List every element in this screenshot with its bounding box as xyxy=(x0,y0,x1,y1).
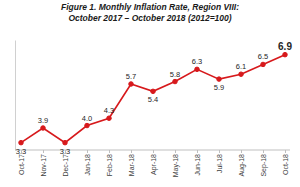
marker xyxy=(283,52,288,57)
x-tick: Oct-18 xyxy=(282,150,289,175)
data-labels: 3.3 3.9 3.3 4.0 4.3 5.7 5.4 5.8 6.3 5.9 6.1 6.5 6.9 xyxy=(16,41,293,156)
x-axis-line xyxy=(15,150,290,151)
x-tick: Nov-17 xyxy=(40,150,47,177)
x-tick-label: Jun-18 xyxy=(194,154,201,176)
x-tick-label: Apr-18 xyxy=(150,154,158,175)
x-tick: Jul-18 xyxy=(216,150,223,173)
x-tick: Feb-18 xyxy=(106,150,113,176)
background xyxy=(0,0,300,187)
x-tick-label: May-18 xyxy=(172,154,180,177)
marker xyxy=(151,89,156,94)
x-tick-label: Nov-17 xyxy=(40,154,47,177)
x-tick-mark xyxy=(197,150,198,153)
x-tick-mark xyxy=(219,150,220,153)
marker xyxy=(217,77,222,82)
x-tick-mark xyxy=(285,150,286,153)
plot-area xyxy=(19,52,288,145)
data-label: 6.1 xyxy=(236,62,246,71)
x-tick: Mar-18 xyxy=(128,150,135,176)
x-tick: Sep-18 xyxy=(260,150,268,177)
x-tick: Jun-18 xyxy=(194,150,201,175)
x-tick: Apr-18 xyxy=(150,150,158,175)
x-tick-label: Mar-18 xyxy=(128,154,135,176)
x-tick: May-18 xyxy=(172,150,180,177)
marker xyxy=(173,79,178,84)
x-tick-label: Sep-18 xyxy=(260,154,268,177)
x-tick-mark xyxy=(175,150,176,153)
marker xyxy=(63,140,68,145)
marker xyxy=(239,72,244,77)
data-label: 4.0 xyxy=(82,114,92,123)
data-label: 5.9 xyxy=(214,83,224,92)
x-tick-mark xyxy=(87,150,88,153)
x-tick: Aug-18 xyxy=(238,150,246,177)
x-tick-label: Jul-18 xyxy=(216,154,223,173)
series-line xyxy=(21,55,285,143)
marker xyxy=(19,140,24,145)
x-tick-mark xyxy=(263,150,264,153)
data-label: 5.8 xyxy=(170,70,180,79)
y-axis xyxy=(15,41,16,151)
y-axis-line xyxy=(15,41,16,151)
data-label: 6.3 xyxy=(192,57,202,66)
x-tick-label: Oct-18 xyxy=(282,154,289,175)
marker xyxy=(85,123,90,128)
data-label: 6.5 xyxy=(258,52,268,61)
data-label: 3.3 xyxy=(16,147,26,156)
marker xyxy=(129,82,134,87)
data-label: 3.3 xyxy=(60,147,70,156)
marker xyxy=(195,67,200,72)
title-line: October 2017 – October 2018 (2012=100) xyxy=(68,13,231,23)
x-tick-mark xyxy=(131,150,132,153)
data-label: 5.7 xyxy=(126,72,136,81)
x-tick: Jan-18 xyxy=(84,150,91,175)
x-axis: Oct-17 Nov-17 Dec-17 Jan-18 Feb-18 Mar-18 Apr-… xyxy=(15,150,290,177)
marker xyxy=(261,62,266,67)
marker xyxy=(41,126,46,131)
x-tick-mark xyxy=(241,150,242,153)
x-tick-label: Feb-18 xyxy=(106,154,113,176)
title: Figure 1. Monthly Inflation Rate, Region… xyxy=(61,2,239,23)
x-tick-mark xyxy=(43,150,44,153)
data-label: 5.4 xyxy=(148,95,158,104)
title-line: Figure 1. Monthly Inflation Rate, Region… xyxy=(61,2,239,12)
marker xyxy=(107,116,112,121)
data-label: 6.9 xyxy=(278,41,292,52)
x-tick-label: Dec-17 xyxy=(62,154,69,177)
x-tick-label: Aug-18 xyxy=(238,154,246,177)
x-tick-label: Oct-17 xyxy=(18,154,25,175)
x-tick-mark xyxy=(109,150,110,153)
x-tick-mark xyxy=(153,150,154,153)
data-label: 3.9 xyxy=(38,116,48,125)
data-label: 4.3 xyxy=(104,106,114,115)
x-tick-label: Jan-18 xyxy=(84,154,91,176)
chart: Figure 1. Monthly Inflation Rate, Region… xyxy=(0,0,300,187)
